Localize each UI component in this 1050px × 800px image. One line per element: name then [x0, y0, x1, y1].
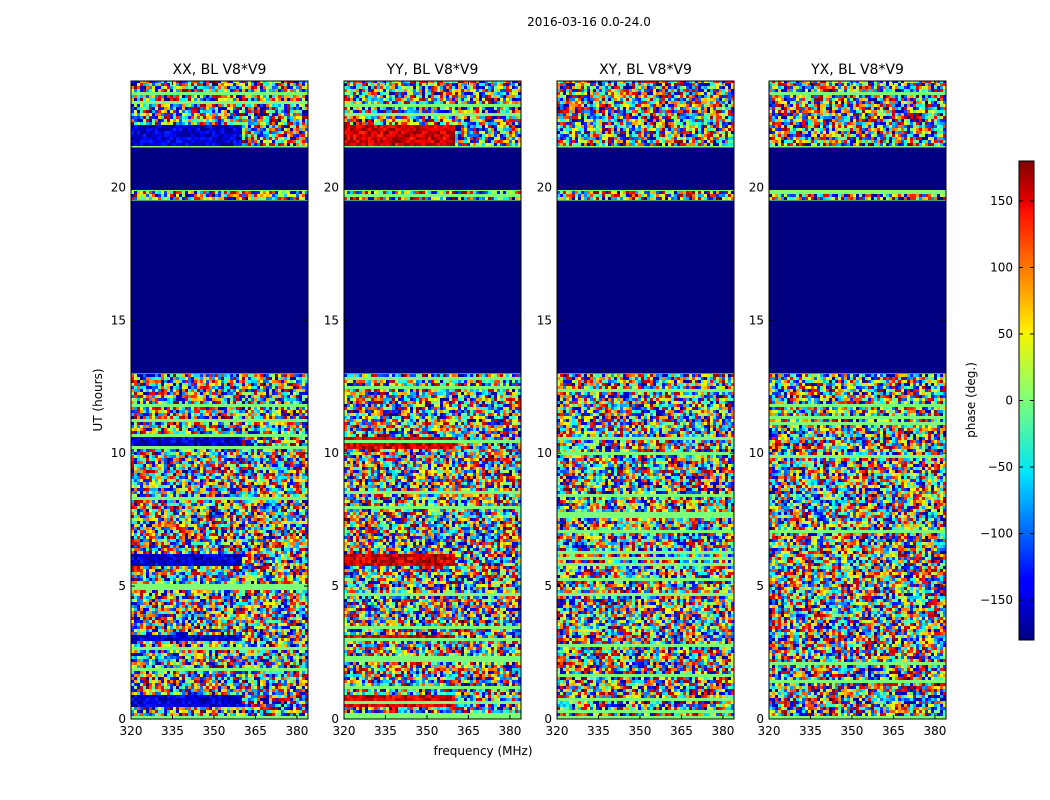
y-tick-label: 5 — [331, 579, 339, 593]
panel-frame — [343, 80, 522, 720]
colorbar-tick-label: 0 — [1005, 394, 1013, 408]
x-tick-label: 380 — [498, 724, 521, 738]
colorbar: 150 100 50 0 −50 −100 −150 — [980, 160, 1035, 641]
x-tick-label: 365 — [457, 724, 480, 738]
phase-image — [769, 81, 946, 719]
x-axis-label: frequency (MHz) — [433, 744, 532, 758]
flagged-region — [557, 147, 734, 190]
panel-title: XX, BL V8*V9 — [173, 62, 267, 78]
x-tick-label: 320 — [120, 724, 143, 738]
x-tick-label: 365 — [670, 724, 693, 738]
panel-1: XX, BL V8*V9 320 335 350 365 380 0 5 10 15 20 — [111, 62, 309, 738]
colorbar-tick-label: −50 — [988, 460, 1013, 474]
flagged-region — [131, 147, 308, 190]
y-tick-label: 15 — [324, 313, 339, 327]
y-tick-label: 5 — [118, 579, 126, 593]
phase-image — [344, 81, 521, 719]
colorbar-label: phase (deg.) — [964, 362, 978, 438]
y-tick-label: 20 — [111, 180, 126, 194]
y-tick-label: 0 — [118, 712, 126, 726]
y-tick-label: 5 — [544, 579, 552, 593]
colorbar-tick-label: −100 — [980, 527, 1013, 541]
y-tick-label: 15 — [537, 313, 552, 327]
y-tick-label: 0 — [756, 712, 764, 726]
x-tick-label: 335 — [374, 724, 397, 738]
panel-frame — [556, 80, 735, 720]
y-tick-label: 10 — [749, 446, 764, 460]
flagged-region — [344, 200, 521, 374]
panel-title: YY, BL V8*V9 — [386, 62, 479, 78]
colorbar-tick-label: −150 — [980, 593, 1013, 607]
panel-3: XY, BL V8*V9 320 335 350 365 380 0 5 10 15 20 — [537, 62, 735, 738]
phase-image — [131, 81, 308, 719]
flagged-region — [131, 200, 308, 374]
y-tick-label: 15 — [749, 313, 764, 327]
x-tick-label: 380 — [711, 724, 734, 738]
x-tick-label: 335 — [587, 724, 610, 738]
x-tick-label: 320 — [546, 724, 569, 738]
y-tick-label: 10 — [537, 446, 552, 460]
flagged-region — [557, 200, 734, 374]
x-tick-label: 380 — [285, 724, 308, 738]
y-tick-label: 20 — [749, 180, 764, 194]
phase-image — [557, 81, 734, 719]
x-tick-label: 335 — [161, 724, 184, 738]
x-tick-label: 365 — [882, 724, 905, 738]
x-tick-label: 380 — [923, 724, 946, 738]
y-tick-label: 10 — [324, 446, 339, 460]
y-tick-label: 0 — [331, 712, 339, 726]
x-tick-label: 350 — [203, 724, 226, 738]
colorbar-tick-label: 150 — [990, 194, 1013, 208]
flagged-region — [769, 147, 946, 190]
y-tick-label: 5 — [756, 579, 764, 593]
flagged-region — [769, 200, 946, 374]
y-tick-label: 15 — [111, 313, 126, 327]
panel-frame — [130, 80, 309, 720]
figure-title: 2016-03-16 0.0-24.0 — [527, 15, 651, 29]
x-tick-label: 350 — [629, 724, 652, 738]
x-tick-label: 350 — [416, 724, 439, 738]
panel-title: XY, BL V8*V9 — [599, 62, 692, 78]
y-tick-label: 20 — [324, 180, 339, 194]
panel-frame — [768, 80, 947, 720]
flagged-region — [344, 147, 521, 190]
y-tick-label: 20 — [537, 180, 552, 194]
panel-4: YX, BL V8*V9 320 335 350 365 380 0 5 10 15 20 — [749, 62, 947, 738]
panel-2: YY, BL V8*V9 320 335 350 365 380 0 5 10 15 20 — [324, 62, 522, 738]
x-tick-label: 320 — [758, 724, 781, 738]
x-tick-label: 335 — [799, 724, 822, 738]
y-axis-label: UT (hours) — [91, 368, 105, 431]
colorbar-tick-label: 100 — [990, 260, 1013, 274]
colorbar-tick-label: 50 — [998, 327, 1013, 341]
x-tick-label: 320 — [333, 724, 356, 738]
panel-title: YX, BL V8*V9 — [810, 62, 904, 78]
y-tick-label: 0 — [544, 712, 552, 726]
y-tick-label: 10 — [111, 446, 126, 460]
x-tick-label: 350 — [841, 724, 864, 738]
x-tick-label: 365 — [244, 724, 267, 738]
